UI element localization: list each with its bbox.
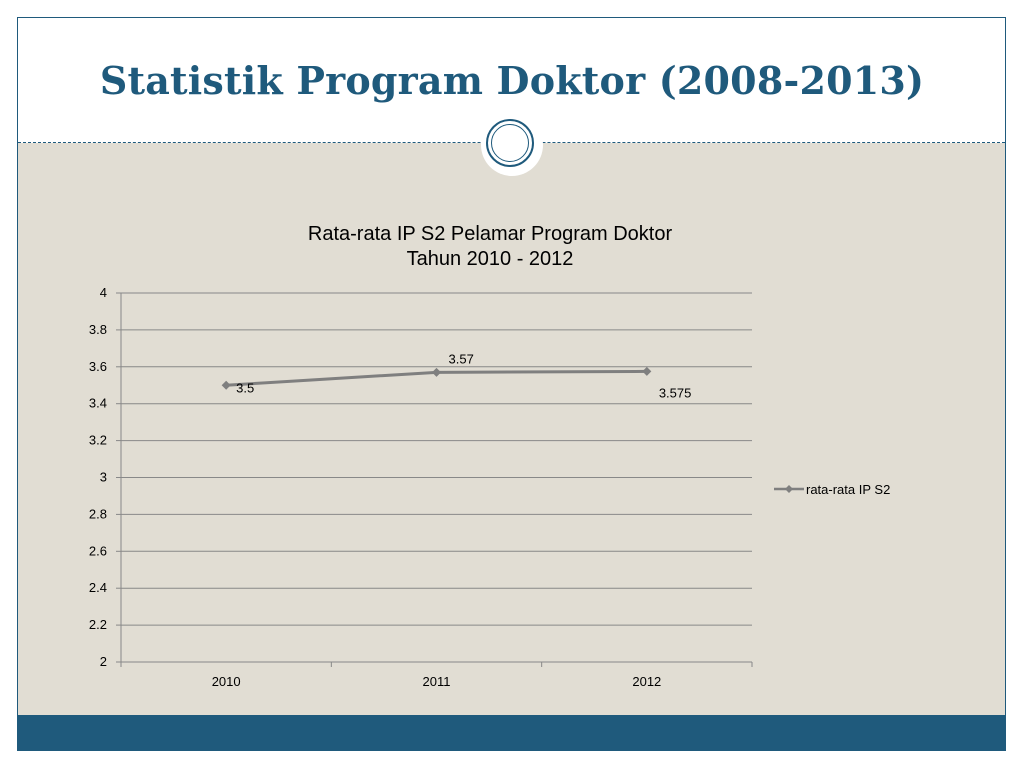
data-label: 3.57 (449, 351, 474, 366)
chart-title: Rata-rata IP S2 Pelamar Program Doktor T… (200, 222, 780, 272)
chart-title-line1: Rata-rata IP S2 Pelamar Program Doktor (307, 223, 673, 245)
ornament-ring-outer (486, 119, 534, 167)
y-tick-label: 3.6 (89, 359, 107, 374)
legend-label: rata-rata IP S2 (806, 482, 890, 497)
y-tick-label: 2 (100, 654, 107, 669)
x-tick-label: 2012 (632, 674, 661, 689)
y-tick-label: 3.4 (89, 396, 107, 411)
y-tick-label: 3 (100, 470, 107, 485)
x-tick-label: 2011 (423, 674, 451, 689)
data-point-marker (221, 380, 231, 390)
y-tick-label: 2.8 (89, 506, 107, 521)
content-panel (18, 143, 1005, 715)
y-tick-label: 2.4 (89, 580, 107, 595)
data-point-marker (642, 366, 652, 376)
legend-marker (785, 485, 793, 493)
y-tick-label: 3.8 (89, 322, 107, 337)
footer-bar (18, 715, 1005, 750)
data-label: 3.575 (659, 385, 692, 400)
chart-title-line2: Tahun 2010 - 2012 (406, 248, 574, 270)
data-point-marker (432, 367, 441, 377)
y-tick-label: 4 (100, 285, 107, 300)
y-tick-label: 2.6 (89, 543, 107, 558)
data-label: 3.5 (236, 380, 254, 395)
slide-title: Statistik Program Doktor (2008-2013) (99, 58, 925, 103)
x-tick-label: 2010 (212, 674, 241, 689)
y-tick-label: 3.2 (89, 433, 107, 448)
y-tick-label: 2.2 (89, 617, 107, 632)
ornament-ring-inner (491, 124, 529, 162)
